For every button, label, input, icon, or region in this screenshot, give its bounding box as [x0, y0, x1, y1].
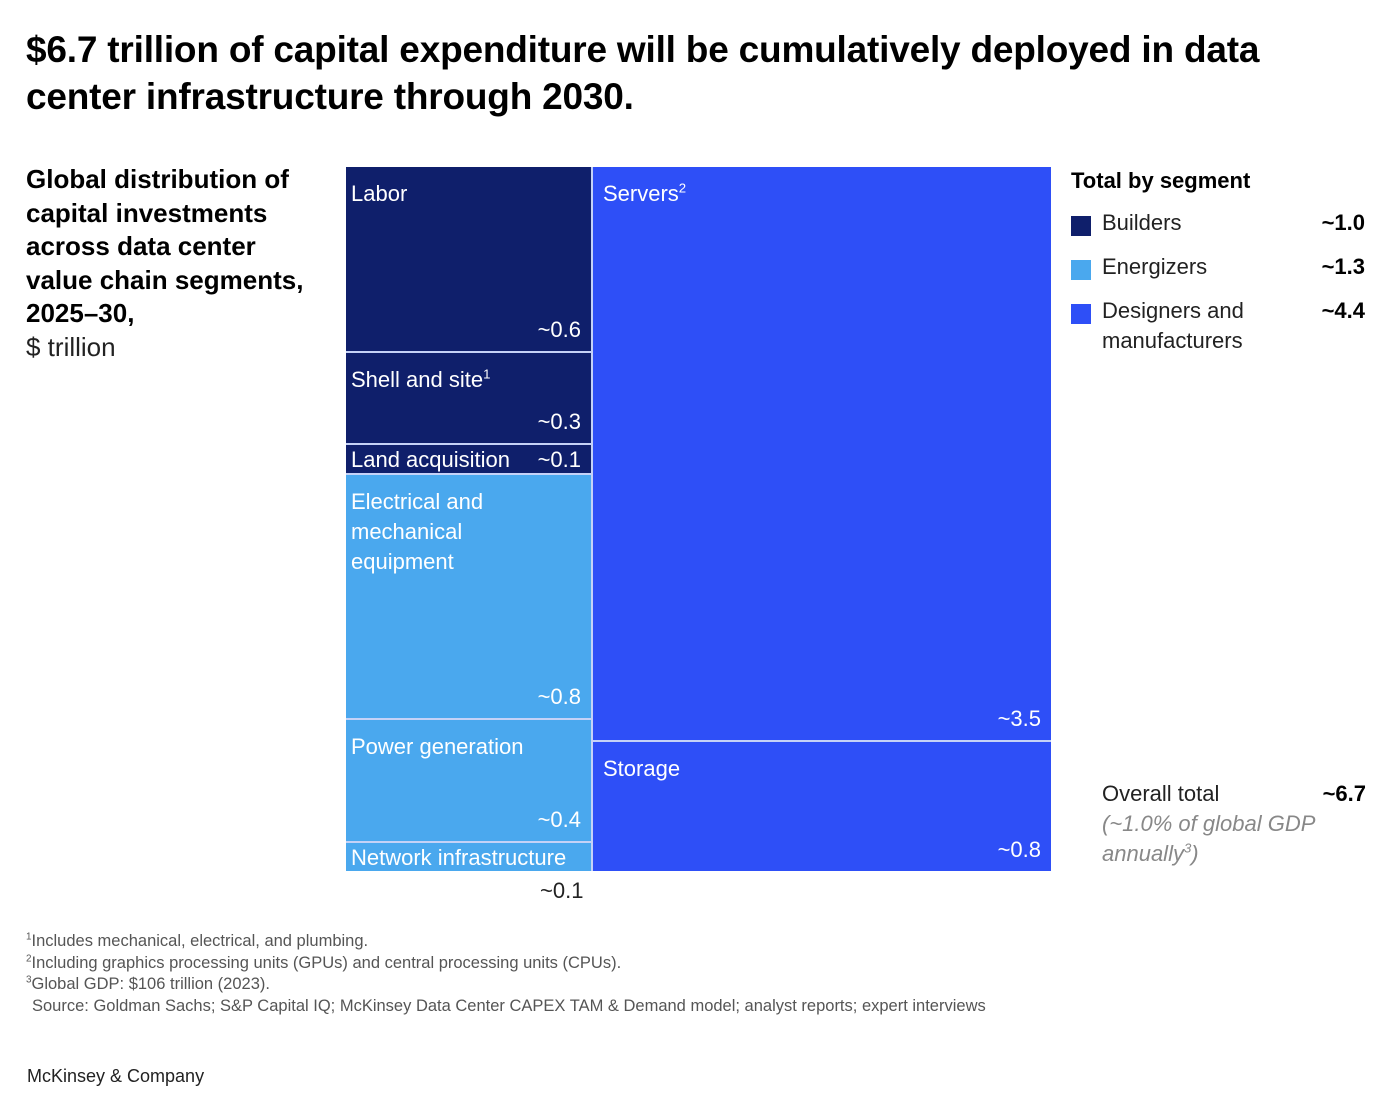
- treemap-label-sup: 2: [678, 180, 687, 196]
- legend-title: Total by segment: [1071, 168, 1251, 193]
- treemap-cell-network-infrastructure: Network infrastructure: [346, 841, 591, 871]
- total-note-sup: 3: [1183, 840, 1192, 856]
- footnote-1: 1Includes mechanical, electrical, and pl…: [26, 931, 1326, 953]
- treemap-cell-shell-and-site: Shell and site1 ~0.3: [346, 351, 591, 443]
- treemap-chart: Labor ~0.6 Shell and site1 ~0.3 Land acquisi…: [346, 167, 1051, 871]
- subtitle-unit: $ trillion: [26, 331, 116, 362]
- overall-total-value: ~6.7: [1322, 781, 1366, 806]
- footnote-2: 2Including graphics processing units (GP…: [26, 953, 1326, 975]
- treemap-value-land-acquisition: ~0.1: [537, 447, 581, 472]
- treemap-value-storage: ~0.8: [997, 837, 1041, 862]
- treemap-cell-power-generation: Power generation ~0.4: [346, 718, 591, 841]
- treemap-label-network-infrastructure: Network infrastructure: [351, 845, 567, 870]
- legend-value-energizers: ~1.3: [1321, 254, 1365, 279]
- treemap-label-electrical-and-mechanical-equipment: Electrical and mechanical equipment: [351, 489, 484, 574]
- footnotes: 1Includes mechanical, electrical, and pl…: [26, 931, 1326, 1017]
- treemap-label-storage: Storage: [603, 756, 681, 781]
- overall-total-label: Overall total: [1102, 781, 1220, 806]
- treemap-label-power-generation: Power generation: [351, 734, 524, 759]
- treemap-value-shell-and-site: ~0.3: [537, 409, 581, 434]
- brand-logo-text: McKinsey & Company: [27, 1066, 205, 1086]
- legend-swatch-builders: [1071, 216, 1091, 236]
- legend-item-designers: Designers and manufacturers ~4.4: [1071, 294, 1371, 354]
- treemap-value-servers: ~3.5: [997, 706, 1041, 731]
- treemap-cell-labor: Labor ~0.6: [346, 167, 591, 351]
- chart-subtitle: Global distribution of capital investmen…: [26, 163, 326, 364]
- footnote-2-marker: 2: [26, 953, 32, 964]
- footnote-3: 3Global GDP: $106 trillion (2023).: [26, 974, 1326, 996]
- legend-value-builders: ~1.0: [1321, 210, 1365, 235]
- legend-label-designers: Designers and manufacturers: [1102, 298, 1244, 353]
- footnote-3-marker: 3: [26, 974, 32, 986]
- treemap-cell-electrical-and-mechanical-equipment: Electrical and mechanical equipment ~0.8: [346, 473, 591, 718]
- legend-item-energizers: Energizers ~1.3: [1071, 250, 1371, 294]
- legend-label-builders: Builders: [1102, 210, 1182, 235]
- source-note: Source: Goldman Sachs; S&P Capital IQ; M…: [32, 996, 986, 1015]
- overall-total-note: (~1.0% of global GDP annually3): [1102, 809, 1352, 869]
- footnote-1-marker: 1: [26, 931, 32, 943]
- footnote-2-text: Including graphics processing units (GPU…: [31, 953, 622, 972]
- treemap-cell-servers: Servers2 ~3.5: [591, 167, 1051, 740]
- treemap-cell-land-acquisition: Land acquisition ~0.1: [346, 443, 591, 473]
- subtitle-main: Global distribution of capital investmen…: [26, 164, 304, 328]
- treemap-label-sup: 1: [483, 366, 491, 382]
- treemap-label-shell-and-site: Shell and site1: [351, 366, 491, 392]
- treemap-value-power-generation: ~0.4: [537, 807, 581, 832]
- network-infrastructure-value-label: ~0.1: [540, 878, 584, 903]
- legend-swatch-energizers: [1071, 260, 1091, 280]
- treemap-label-land-acquisition: Land acquisition: [351, 447, 511, 472]
- footnote-1-text: Includes mechanical, electrical, and plu…: [31, 932, 369, 950]
- legend: Total by segment Builders ~1.0 Energizer…: [1071, 168, 1371, 354]
- total-note-text: (~1.0% of global GDP annually: [1102, 811, 1315, 866]
- treemap-cell-storage: Storage ~0.8: [591, 740, 1051, 871]
- overall-total: Overall total ~6.7 (~1.0% of global GDP …: [1102, 779, 1372, 869]
- headline: $6.7 trillion of capital expenditure wil…: [26, 29, 1260, 117]
- treemap-label-servers: Servers2: [603, 180, 687, 206]
- total-note-end: ): [1191, 841, 1199, 866]
- legend-item-builders: Builders ~1.0: [1071, 206, 1371, 250]
- legend-swatch-designers: [1071, 304, 1091, 324]
- legend-label-energizers: Energizers: [1102, 254, 1208, 279]
- legend-value-designers: ~4.4: [1321, 298, 1365, 323]
- treemap-value-electrical-and-mechanical-equipment: ~0.8: [537, 684, 581, 709]
- treemap-value-labor: ~0.6: [537, 317, 581, 342]
- footnote-3-text: Global GDP: $106 trillion (2023).: [31, 975, 270, 993]
- treemap-label-labor: Labor: [351, 181, 408, 206]
